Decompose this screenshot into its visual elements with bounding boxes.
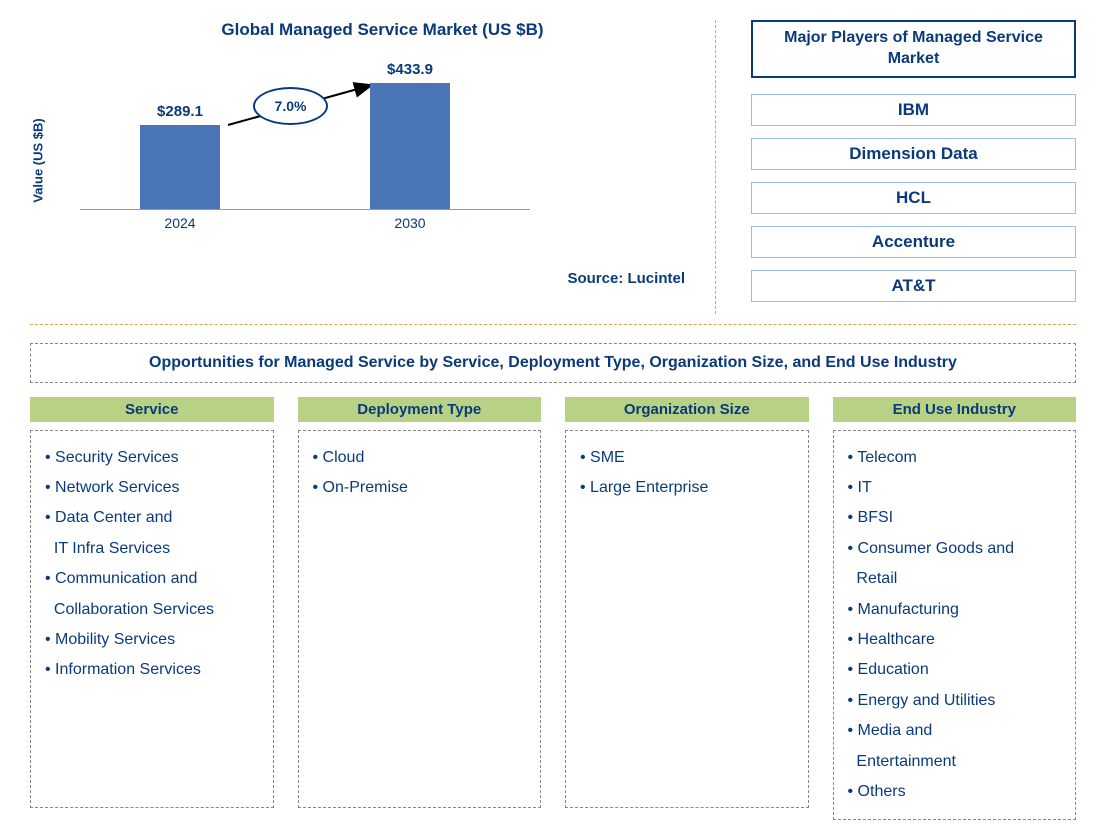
list-item: • Media and Entertainment: [848, 716, 1062, 777]
list-item: • Cloud: [313, 443, 527, 473]
player-row: AT&T: [751, 270, 1076, 302]
list-item: • Data Center and IT Infra Services: [45, 503, 259, 564]
list-item: • Information Services: [45, 655, 259, 685]
player-row: HCL: [751, 182, 1076, 214]
player-row: IBM: [751, 94, 1076, 126]
player-row: Dimension Data: [751, 138, 1076, 170]
bar-value-label: $289.1: [140, 103, 220, 120]
list-item: • Telecom: [848, 443, 1062, 473]
list-item: • IT: [848, 473, 1062, 503]
list-item: • Network Services: [45, 473, 259, 503]
players-panel: Major Players of Managed Service Market …: [716, 20, 1076, 314]
column-header: End Use Industry: [833, 397, 1077, 422]
list-item: • On-Premise: [313, 473, 527, 503]
opportunity-column: Organization Size • SME• Large Enterprise: [565, 397, 809, 821]
list-item: • Mobility Services: [45, 625, 259, 655]
chart-bar: $289.1: [140, 125, 220, 209]
list-item: • Security Services: [45, 443, 259, 473]
opportunity-column: End Use Industry • Telecom• IT• BFSI• Con…: [833, 397, 1077, 821]
growth-rate-value: 7.0%: [275, 98, 307, 114]
opportunities-columns: Service • Security Services• Network Serv…: [30, 397, 1076, 821]
list-item: • Healthcare: [848, 625, 1062, 655]
chart-panel: Global Managed Service Market (US $B) Va…: [30, 20, 716, 314]
list-item: • Large Enterprise: [580, 473, 794, 503]
list-item: • Others: [848, 777, 1062, 807]
x-tick-label: 2024: [140, 215, 220, 231]
column-header: Organization Size: [565, 397, 809, 422]
list-item: • Energy and Utilities: [848, 686, 1062, 716]
column-body: • Telecom• IT• BFSI• Consumer Goods and …: [833, 430, 1077, 821]
bar-value-label: $433.9: [370, 61, 450, 78]
column-body: • Cloud• On-Premise: [298, 430, 542, 808]
list-item: • Manufacturing: [848, 595, 1062, 625]
list-item: • Education: [848, 655, 1062, 685]
growth-rate-badge: 7.0%: [253, 87, 328, 125]
column-body: • Security Services• Network Services• D…: [30, 430, 274, 808]
list-item: • BFSI: [848, 503, 1062, 533]
bar-chart: Value (US $B) 7.0% $289.1$433.9 20242030: [80, 65, 530, 240]
list-item: • Communication and Collaboration Servic…: [45, 564, 259, 625]
y-axis-label: Value (US $B): [31, 118, 46, 203]
opportunity-column: Deployment Type • Cloud• On-Premise: [298, 397, 542, 821]
column-header: Service: [30, 397, 274, 422]
top-section: Global Managed Service Market (US $B) Va…: [30, 20, 1076, 325]
opportunities-header: Opportunities for Managed Service by Ser…: [30, 343, 1076, 383]
plot-area: 7.0% $289.1 $433.9: [80, 65, 530, 210]
column-body: • SME• Large Enterprise: [565, 430, 809, 808]
x-tick-label: 2030: [370, 215, 450, 231]
list-item: • Consumer Goods and Retail: [848, 534, 1062, 595]
chart-title: Global Managed Service Market (US $B): [70, 20, 695, 40]
list-item: • SME: [580, 443, 794, 473]
source-label: Source: Lucintel: [30, 270, 695, 287]
players-list: IBM Dimension Data HCL Accenture AT&T: [751, 94, 1076, 302]
player-row: Accenture: [751, 226, 1076, 258]
opportunity-column: Service • Security Services• Network Serv…: [30, 397, 274, 821]
chart-bar: $433.9: [370, 83, 450, 209]
column-header: Deployment Type: [298, 397, 542, 422]
players-title: Major Players of Managed Service Market: [751, 20, 1076, 78]
